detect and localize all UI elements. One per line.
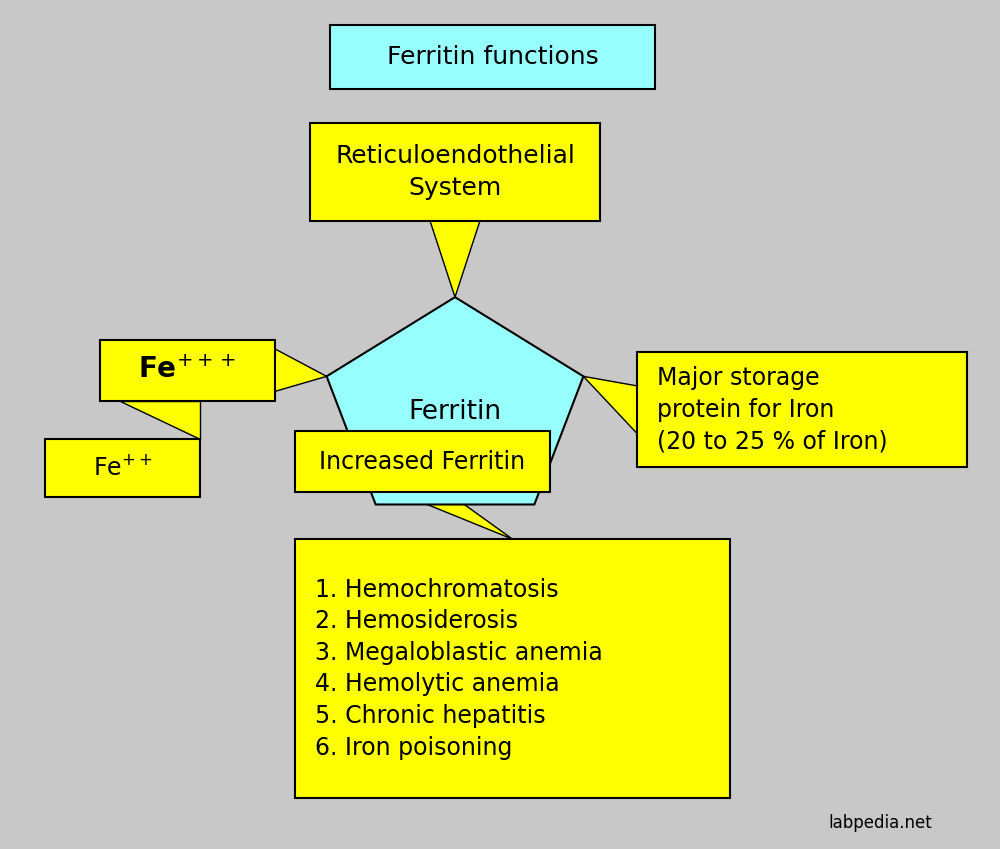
Polygon shape xyxy=(275,349,327,391)
Text: Fe$^{+++}$: Fe$^{+++}$ xyxy=(138,357,237,384)
FancyBboxPatch shape xyxy=(330,25,655,89)
Polygon shape xyxy=(397,431,455,504)
FancyBboxPatch shape xyxy=(45,439,200,497)
Polygon shape xyxy=(327,297,583,504)
Text: Fe$^{++}$: Fe$^{++}$ xyxy=(93,455,152,481)
Polygon shape xyxy=(120,401,200,439)
Text: Major storage
protein for Iron
(20 to 25 % of Iron): Major storage protein for Iron (20 to 25… xyxy=(657,366,888,453)
FancyBboxPatch shape xyxy=(100,340,275,401)
FancyBboxPatch shape xyxy=(310,123,600,221)
Text: Ferritin: Ferritin xyxy=(408,399,502,424)
Text: labpedia.net: labpedia.net xyxy=(828,814,932,832)
FancyBboxPatch shape xyxy=(637,352,967,467)
Text: Increased Ferritin: Increased Ferritin xyxy=(319,450,526,474)
Polygon shape xyxy=(397,492,512,539)
Polygon shape xyxy=(430,221,480,297)
Text: 1. Hemochromatosis
2. Hemosiderosis
3. Megaloblastic anemia
4. Hemolytic anemia
: 1. Hemochromatosis 2. Hemosiderosis 3. M… xyxy=(315,577,603,760)
FancyBboxPatch shape xyxy=(295,431,550,492)
Text: Reticuloendothelial
System: Reticuloendothelial System xyxy=(335,144,575,200)
FancyBboxPatch shape xyxy=(295,539,730,798)
Polygon shape xyxy=(583,376,637,433)
Text: Ferritin functions: Ferritin functions xyxy=(387,45,598,70)
